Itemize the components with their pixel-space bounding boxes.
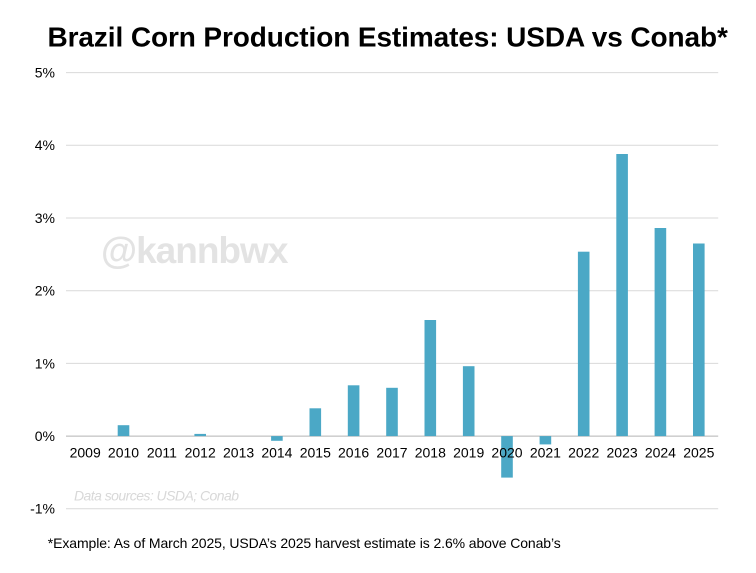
svg-text:4%: 4% (35, 137, 55, 153)
svg-text:2025: 2025 (683, 445, 714, 461)
svg-text:2023: 2023 (607, 445, 638, 461)
svg-text:2015: 2015 (300, 445, 331, 461)
svg-text:Brazil Corn Production Estimat: Brazil Corn Production Estimates: USDA v… (48, 22, 728, 53)
svg-text:2018: 2018 (415, 445, 446, 461)
svg-text:2022: 2022 (568, 445, 599, 461)
svg-text:1%: 1% (35, 355, 55, 371)
svg-text:2013: 2013 (223, 445, 254, 461)
svg-text:2024: 2024 (645, 445, 676, 461)
svg-text:2014: 2014 (261, 445, 292, 461)
svg-text:2019: 2019 (453, 445, 484, 461)
svg-text:*Example: As of March 2025, US: *Example: As of March 2025, USDA’s 2025 … (48, 535, 561, 551)
svg-text:Data sources: USDA; Conab: Data sources: USDA; Conab (74, 488, 239, 504)
svg-text:0%: 0% (35, 428, 55, 444)
svg-text:3%: 3% (35, 210, 55, 226)
svg-text:2010: 2010 (108, 445, 139, 461)
svg-text:@kannbwx: @kannbwx (101, 230, 289, 271)
svg-text:2009: 2009 (70, 445, 101, 461)
svg-text:2017: 2017 (376, 445, 407, 461)
svg-text:2020: 2020 (491, 445, 522, 461)
svg-text:2012: 2012 (185, 445, 216, 461)
svg-text:2016: 2016 (338, 445, 369, 461)
svg-text:2011: 2011 (147, 445, 177, 461)
svg-text:2021: 2021 (530, 445, 561, 461)
svg-text:-1%: -1% (30, 501, 55, 517)
svg-text:5%: 5% (35, 65, 55, 81)
svg-text:2%: 2% (35, 283, 55, 299)
